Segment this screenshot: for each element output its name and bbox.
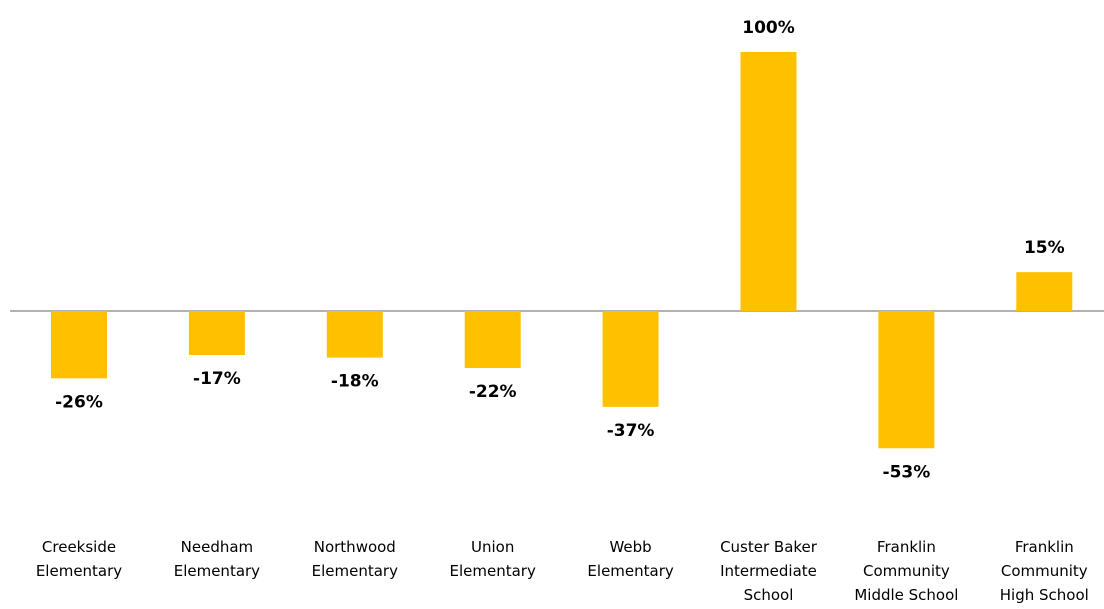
x-tick-label: Custer Baker Intermediate School: [720, 538, 818, 604]
value-label: -26%: [55, 392, 103, 412]
x-tick-label: Needham Elementary: [174, 538, 260, 580]
value-label: -37%: [607, 421, 655, 441]
value-label: -22%: [469, 382, 517, 402]
bar: [188, 311, 245, 356]
x-tick-label: Franklin Community High School: [1000, 538, 1089, 604]
x-tick-label: Union Elementary: [450, 538, 536, 580]
bar: [326, 311, 383, 358]
value-label: -18%: [331, 372, 379, 392]
x-tick-label: Webb Elementary: [587, 538, 673, 580]
x-tick-label: Franklin Community Middle School: [854, 538, 958, 604]
bar: [878, 311, 935, 449]
value-label: 15%: [1024, 238, 1065, 258]
value-label: -17%: [193, 369, 241, 389]
bar: [51, 311, 107, 379]
bar: [602, 311, 659, 407]
bar: [740, 52, 797, 311]
value-label: -53%: [883, 462, 931, 482]
x-tick-label: Northwood Elementary: [312, 538, 398, 580]
value-label: 100%: [742, 18, 795, 38]
bar: [1016, 272, 1073, 311]
x-tick-label: Creekside Elementary: [36, 538, 122, 580]
bar: [464, 311, 521, 368]
